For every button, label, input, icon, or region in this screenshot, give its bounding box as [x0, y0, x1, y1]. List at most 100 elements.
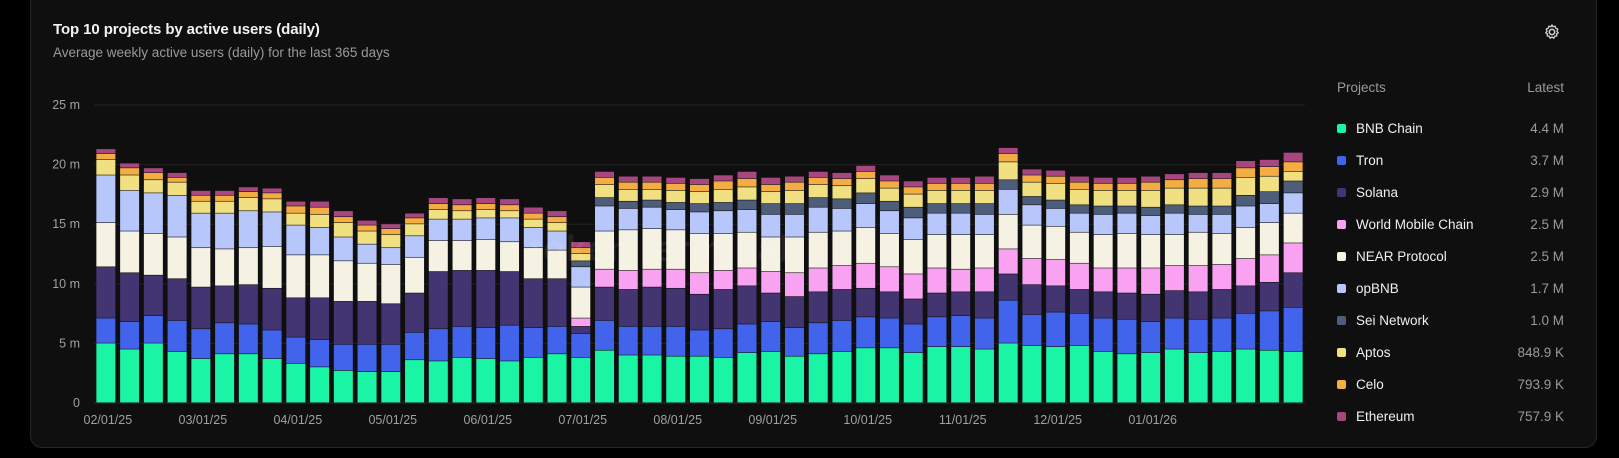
bar-segment[interactable]	[1188, 214, 1208, 232]
bar-segment[interactable]	[167, 182, 187, 195]
bar-segment[interactable]	[381, 228, 401, 235]
bar-segment[interactable]	[856, 178, 876, 193]
bar-segment[interactable]	[666, 356, 686, 403]
bar-segment[interactable]	[1283, 152, 1303, 162]
bar-segment[interactable]	[1164, 213, 1184, 235]
bar-segment[interactable]	[713, 289, 733, 329]
bar-segment[interactable]	[1212, 188, 1232, 206]
bar-segment[interactable]	[974, 203, 994, 215]
bar-segment[interactable]	[951, 346, 971, 403]
legend-item[interactable]: Sei Network 1.0 M	[1337, 304, 1564, 336]
bar-segment[interactable]	[1141, 182, 1161, 191]
bar-segment[interactable]	[1283, 162, 1303, 172]
bar-segment[interactable]	[1212, 264, 1232, 290]
bar-segment[interactable]	[784, 203, 804, 215]
bar-segment[interactable]	[428, 361, 448, 403]
bar-segment[interactable]	[310, 201, 330, 207]
bar-segment[interactable]	[1259, 176, 1279, 192]
bar-segment[interactable]	[1164, 265, 1184, 291]
bar-segment[interactable]	[618, 201, 638, 209]
bar-segment[interactable]	[1022, 284, 1042, 315]
bar-segment[interactable]	[784, 182, 804, 191]
bar-segment[interactable]	[1069, 263, 1089, 290]
bar-segment[interactable]	[333, 261, 353, 302]
bar-segment[interactable]	[1259, 166, 1279, 176]
bar-segment[interactable]	[927, 346, 947, 403]
bar-segment[interactable]	[618, 182, 638, 190]
bar-segment[interactable]	[903, 352, 923, 403]
bar-segment[interactable]	[1069, 189, 1089, 205]
bar-segment[interactable]	[998, 147, 1018, 154]
bar-segment[interactable]	[476, 209, 496, 218]
bar-segment[interactable]	[405, 218, 425, 224]
bar-segment[interactable]	[1117, 177, 1137, 184]
bar-segment[interactable]	[784, 296, 804, 328]
bar-segment[interactable]	[690, 273, 709, 294]
bar-segment[interactable]	[1046, 208, 1066, 226]
bar-segment[interactable]	[381, 234, 401, 248]
bar-segment[interactable]	[737, 178, 757, 187]
bar-segment[interactable]	[167, 351, 187, 403]
bar-segment[interactable]	[642, 200, 662, 207]
bar-segment[interactable]	[96, 318, 116, 343]
bar-segment[interactable]	[832, 178, 852, 186]
bar-segment[interactable]	[1164, 174, 1184, 180]
bar-segment[interactable]	[856, 165, 876, 172]
bar-segment[interactable]	[879, 181, 899, 188]
bar-segment[interactable]	[1022, 345, 1042, 403]
bar-segment[interactable]	[286, 337, 306, 364]
bar-segment[interactable]	[1069, 289, 1089, 313]
bar-segment[interactable]	[547, 223, 567, 231]
bar-segment[interactable]	[381, 224, 401, 229]
bar-segment[interactable]	[1141, 321, 1161, 353]
bar-segment[interactable]	[96, 149, 116, 154]
bar-segment[interactable]	[1117, 268, 1137, 293]
bar-segment[interactable]	[191, 329, 211, 359]
bar-segment[interactable]	[737, 171, 757, 179]
bar-segment[interactable]	[547, 217, 567, 223]
bar-segment[interactable]	[713, 202, 733, 211]
bar-segment[interactable]	[1164, 234, 1184, 266]
bar-segment[interactable]	[1093, 214, 1113, 235]
bar-segment[interactable]	[238, 187, 258, 192]
bar-segment[interactable]	[951, 190, 971, 204]
bar-segment[interactable]	[784, 176, 804, 182]
bar-segment[interactable]	[903, 324, 923, 353]
bar-segment[interactable]	[1212, 289, 1232, 318]
bar-segment[interactable]	[595, 177, 615, 185]
bar-segment[interactable]	[333, 237, 353, 261]
bar-segment[interactable]	[120, 231, 140, 273]
bar-segment[interactable]	[1093, 268, 1113, 292]
bar-segment[interactable]	[1236, 206, 1256, 228]
bar-segment[interactable]	[856, 348, 876, 403]
bar-segment[interactable]	[595, 184, 615, 198]
bar-segment[interactable]	[452, 199, 472, 205]
bar-segment[interactable]	[761, 271, 781, 293]
bar-segment[interactable]	[618, 208, 638, 230]
bar-segment[interactable]	[998, 343, 1018, 403]
bar-segment[interactable]	[951, 183, 971, 191]
bar-segment[interactable]	[262, 199, 282, 212]
bar-segment[interactable]	[761, 203, 781, 215]
legend-item[interactable]: Celo 793.9 K	[1337, 368, 1564, 400]
bar-segment[interactable]	[96, 267, 116, 318]
bar-segment[interactable]	[784, 190, 804, 204]
bar-segment[interactable]	[1188, 265, 1208, 292]
bar-segment[interactable]	[927, 213, 947, 235]
bar-segment[interactable]	[191, 358, 211, 403]
bar-segment[interactable]	[761, 321, 781, 352]
bar-segment[interactable]	[215, 195, 235, 201]
bar-segment[interactable]	[1117, 233, 1137, 268]
bar-segment[interactable]	[1022, 169, 1042, 175]
bar-segment[interactable]	[215, 354, 235, 403]
bar-segment[interactable]	[1283, 243, 1303, 273]
legend-item[interactable]: BNB Chain 4.4 M	[1337, 112, 1564, 144]
bar-segment[interactable]	[879, 175, 899, 181]
bar-segment[interactable]	[808, 171, 828, 178]
bar-segment[interactable]	[120, 321, 140, 349]
bar-segment[interactable]	[571, 333, 591, 358]
bar-segment[interactable]	[1259, 350, 1279, 403]
bar-segment[interactable]	[238, 197, 258, 211]
bar-segment[interactable]	[286, 206, 306, 213]
bar-segment[interactable]	[547, 279, 567, 327]
